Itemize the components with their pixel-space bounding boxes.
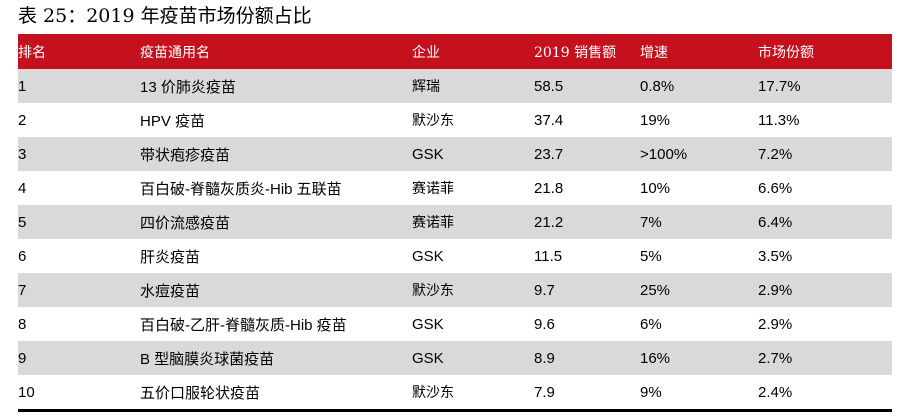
market-share-cell: 11.3% bbox=[758, 103, 892, 137]
vaccine-name-cell: 百白破-脊髓灰质炎-Hib 五联苗 bbox=[140, 171, 412, 205]
rank-cell: 9 bbox=[18, 341, 140, 375]
company-cell: GSK bbox=[412, 307, 534, 341]
rank-cell: 7 bbox=[18, 273, 140, 307]
rank-cell: 10 bbox=[18, 375, 140, 412]
company-cell: GSK bbox=[412, 239, 534, 273]
sales-cell: 37.4 bbox=[534, 103, 640, 137]
sales-cell: 11.5 bbox=[534, 239, 640, 273]
table-row: 5 四价流感疫苗 赛诺菲 21.2 7% 6.4% bbox=[18, 205, 892, 239]
vaccine-name-cell: 五价口服轮状疫苗 bbox=[140, 375, 412, 412]
vaccine-name-cell: 肝炎疫苗 bbox=[140, 239, 412, 273]
rank-cell: 3 bbox=[18, 137, 140, 171]
table-row: 8 百白破-乙肝-脊髓灰质-Hib 疫苗 GSK 9.6 6% 2.9% bbox=[18, 307, 892, 341]
column-header-sales-2019: 2019 销售额 bbox=[534, 34, 640, 69]
column-header-company: 企业 bbox=[412, 34, 534, 69]
table-row: 2 HPV 疫苗 默沙东 37.4 19% 11.3% bbox=[18, 103, 892, 137]
table-title: 表 25：2019 年疫苗市场份额占比 bbox=[18, 5, 312, 27]
column-header-rank: 排名 bbox=[18, 34, 140, 69]
rank-cell: 6 bbox=[18, 239, 140, 273]
rank-cell: 4 bbox=[18, 171, 140, 205]
company-cell: GSK bbox=[412, 137, 534, 171]
company-cell: GSK bbox=[412, 341, 534, 375]
company-cell: 赛诺菲 bbox=[412, 171, 534, 205]
column-header-vaccine-name: 疫苗通用名 bbox=[140, 34, 412, 69]
column-header-market-share: 市场份额 bbox=[758, 34, 892, 69]
vaccine-name-cell: 水痘疫苗 bbox=[140, 273, 412, 307]
market-share-cell: 17.7% bbox=[758, 69, 892, 103]
growth-cell: 10% bbox=[640, 171, 758, 205]
market-share-cell: 2.9% bbox=[758, 273, 892, 307]
growth-cell: 6% bbox=[640, 307, 758, 341]
table-row: 7 水痘疫苗 默沙东 9.7 25% 2.9% bbox=[18, 273, 892, 307]
vaccine-name-cell: B 型脑膜炎球菌疫苗 bbox=[140, 341, 412, 375]
sales-cell: 21.8 bbox=[534, 171, 640, 205]
market-share-cell: 6.6% bbox=[758, 171, 892, 205]
market-share-cell: 6.4% bbox=[758, 205, 892, 239]
company-cell: 默沙东 bbox=[412, 103, 534, 137]
market-share-cell: 2.7% bbox=[758, 341, 892, 375]
market-share-cell: 2.9% bbox=[758, 307, 892, 341]
vaccine-name-cell: 四价流感疫苗 bbox=[140, 205, 412, 239]
company-cell: 赛诺菲 bbox=[412, 205, 534, 239]
growth-cell: 16% bbox=[640, 341, 758, 375]
company-cell: 默沙东 bbox=[412, 273, 534, 307]
sales-cell: 21.2 bbox=[534, 205, 640, 239]
rank-cell: 2 bbox=[18, 103, 140, 137]
vaccine-name-cell: 带状疱疹疫苗 bbox=[140, 137, 412, 171]
market-share-cell: 2.4% bbox=[758, 375, 892, 412]
growth-cell: 7% bbox=[640, 205, 758, 239]
rank-cell: 5 bbox=[18, 205, 140, 239]
growth-cell: 0.8% bbox=[640, 69, 758, 103]
company-cell: 默沙东 bbox=[412, 375, 534, 412]
table-row: 4 百白破-脊髓灰质炎-Hib 五联苗 赛诺菲 21.8 10% 6.6% bbox=[18, 171, 892, 205]
growth-cell: 9% bbox=[640, 375, 758, 412]
growth-cell: 19% bbox=[640, 103, 758, 137]
table-header-row: 排名 疫苗通用名 企业 2019 销售额 增速 市场份额 bbox=[18, 34, 892, 69]
rank-cell: 1 bbox=[18, 69, 140, 103]
sales-cell: 23.7 bbox=[534, 137, 640, 171]
vaccine-name-cell: HPV 疫苗 bbox=[140, 103, 412, 137]
growth-cell: 25% bbox=[640, 273, 758, 307]
sales-cell: 9.7 bbox=[534, 273, 640, 307]
market-share-cell: 3.5% bbox=[758, 239, 892, 273]
table-row: 1 13 价肺炎疫苗 辉瑞 58.5 0.8% 17.7% bbox=[18, 69, 892, 103]
company-cell: 辉瑞 bbox=[412, 69, 534, 103]
growth-cell: 5% bbox=[640, 239, 758, 273]
table-row: 6 肝炎疫苗 GSK 11.5 5% 3.5% bbox=[18, 239, 892, 273]
sales-cell: 7.9 bbox=[534, 375, 640, 412]
table-row: 3 带状疱疹疫苗 GSK 23.7 >100% 7.2% bbox=[18, 137, 892, 171]
table-row: 10 五价口服轮状疫苗 默沙东 7.9 9% 2.4% bbox=[18, 375, 892, 412]
sales-cell: 8.9 bbox=[534, 341, 640, 375]
sales-cell: 9.6 bbox=[534, 307, 640, 341]
sales-cell: 58.5 bbox=[534, 69, 640, 103]
column-header-growth: 增速 bbox=[640, 34, 758, 69]
market-share-cell: 7.2% bbox=[758, 137, 892, 171]
vaccine-name-cell: 13 价肺炎疫苗 bbox=[140, 69, 412, 103]
growth-cell: >100% bbox=[640, 137, 758, 171]
vaccine-market-share-table: 排名 疫苗通用名 企业 2019 销售额 增速 市场份额 1 13 价肺炎疫苗 辉瑞… bbox=[18, 34, 892, 412]
vaccine-name-cell: 百白破-乙肝-脊髓灰质-Hib 疫苗 bbox=[140, 307, 412, 341]
rank-cell: 8 bbox=[18, 307, 140, 341]
